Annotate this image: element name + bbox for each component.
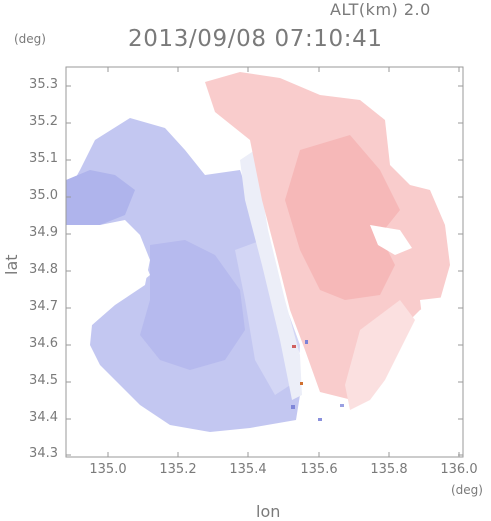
y-tick-label: 34.8 — [29, 262, 58, 277]
y-tick-label: 34.7 — [29, 299, 58, 314]
no-echo-gap — [370, 225, 412, 255]
speckle — [291, 405, 295, 409]
y-tick-label: 34.9 — [29, 225, 58, 240]
near-zero-velocity-region — [240, 150, 302, 400]
x-tick-label: 136.0 — [440, 462, 478, 477]
positive-velocity-region — [345, 300, 415, 410]
y-tick-label: 35.3 — [29, 77, 58, 92]
speckle — [292, 345, 296, 348]
x-axis-label: lon — [256, 502, 281, 521]
y-unit-label: (deg) — [14, 32, 46, 46]
speckle — [340, 404, 344, 407]
x-unit-label: (deg) — [451, 483, 483, 497]
negative-velocity-region — [140, 240, 245, 370]
y-tick-label: 34.3 — [29, 446, 58, 461]
plot-frame — [65, 66, 464, 458]
echo-field — [66, 72, 463, 457]
negative-velocity-region — [66, 170, 135, 225]
y-tick-label: 35.0 — [29, 188, 58, 203]
x-tick-label: 135.4 — [229, 462, 267, 477]
altitude-label: ALT(km) 2.0 — [330, 0, 431, 19]
x-tick-label: 135.0 — [89, 462, 127, 477]
positive-velocity-region — [285, 135, 400, 300]
timestamp-title: 2013/09/08 07:10:41 — [128, 26, 383, 52]
no-echo-gap — [400, 295, 463, 457]
speckle — [305, 340, 308, 344]
y-ticks — [66, 85, 463, 456]
speckle — [300, 382, 303, 385]
x-tick-label: 135.8 — [370, 462, 408, 477]
x-ticks — [107, 67, 460, 457]
speckle — [318, 418, 322, 421]
y-tick-label: 34.4 — [29, 410, 58, 425]
x-tick-label: 135.2 — [159, 462, 197, 477]
x-tick-label: 135.6 — [300, 462, 338, 477]
y-tick-label: 35.1 — [29, 151, 58, 166]
no-echo-gap — [66, 220, 150, 325]
y-tick-label: 34.6 — [29, 336, 58, 351]
y-tick-label: 34.5 — [29, 373, 58, 388]
y-tick-label: 35.2 — [29, 114, 58, 129]
